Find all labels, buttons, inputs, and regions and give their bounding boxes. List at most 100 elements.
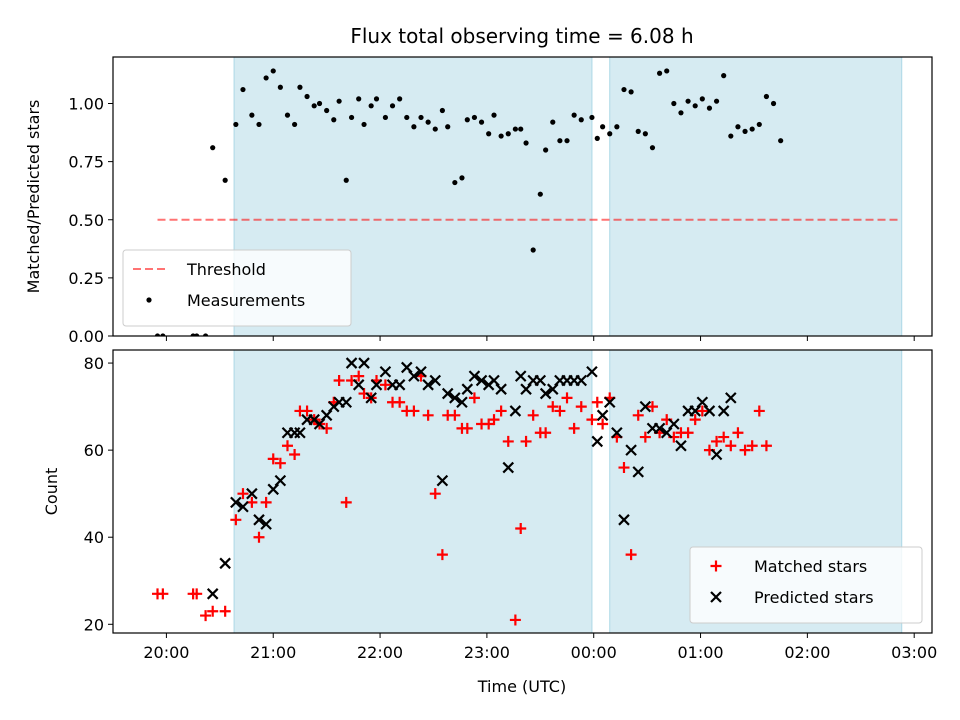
data-point [635, 128, 641, 134]
data-point [721, 73, 727, 79]
data-point [441, 387, 454, 400]
data-point [445, 124, 451, 130]
data-point [502, 435, 514, 447]
y-tick-label: 80 [84, 354, 104, 373]
data-point [523, 140, 529, 146]
data-point [625, 549, 637, 561]
data-point [628, 89, 634, 95]
data-point [603, 396, 616, 409]
data-point [324, 107, 330, 114]
data-point [233, 121, 239, 128]
data-point [461, 422, 473, 434]
data-point [514, 370, 527, 382]
data-point [468, 370, 481, 382]
data-point [263, 75, 269, 81]
data-point [591, 396, 603, 408]
data-point [703, 405, 716, 417]
data-point [157, 588, 169, 600]
data-point [397, 96, 403, 102]
data-point [436, 549, 448, 561]
data-point [297, 84, 303, 90]
data-point [274, 474, 287, 487]
chart-title: Flux total observing time = 6.08 h [350, 24, 693, 48]
data-point [256, 121, 262, 128]
data-point [597, 418, 609, 430]
top-panel: 0.00 0.25 0.50 0.75 1.00 Matched/Predicted st… [24, 56, 933, 346]
data-point [735, 124, 741, 130]
data-point [464, 117, 470, 123]
data-point [370, 379, 383, 391]
data-point [537, 191, 543, 197]
y-tick-label: 0.50 [68, 211, 104, 230]
data-point [270, 68, 276, 74]
data-point [491, 112, 497, 118]
data-point [320, 409, 333, 422]
data-point [509, 405, 522, 417]
legend-box [122, 249, 352, 327]
data-point [439, 107, 445, 114]
data-point [660, 426, 673, 439]
data-point [554, 405, 566, 417]
data-point [425, 119, 431, 125]
data-point [649, 145, 656, 151]
data-point [249, 112, 255, 118]
data-point [682, 427, 694, 439]
data-point [358, 357, 370, 369]
y-axis-label: Count [42, 468, 61, 516]
legend: Threshold Measurements [122, 249, 352, 327]
observing-window [609, 57, 903, 336]
data-point [368, 103, 374, 109]
data-point [632, 409, 644, 421]
data-point [408, 405, 420, 417]
data-point [675, 440, 687, 452]
data-point [160, 333, 166, 336]
data-point [194, 333, 200, 336]
observing-window [233, 350, 593, 633]
data-point [685, 98, 691, 104]
data-point [594, 135, 600, 141]
data-point [575, 401, 587, 413]
data-point [520, 383, 532, 395]
y-tick-label: 0.00 [68, 327, 104, 346]
data-point [222, 177, 228, 183]
data-point [301, 405, 313, 417]
data-point [689, 414, 701, 426]
data-point [728, 133, 734, 139]
data-point [292, 121, 298, 128]
data-point [614, 124, 620, 130]
data-point [191, 588, 203, 600]
data-point [237, 500, 249, 513]
data-point [316, 100, 323, 107]
data-point [379, 365, 392, 378]
data-point [725, 392, 737, 404]
data-point [277, 84, 283, 90]
data-point [246, 487, 258, 500]
data-point [382, 114, 389, 121]
data-point [718, 431, 730, 443]
data-point [404, 114, 410, 121]
y-tick-label: 0.75 [68, 153, 104, 172]
y-tick-label: 0.25 [68, 269, 104, 288]
data-point [732, 427, 744, 439]
data-point [260, 518, 272, 530]
data-point [429, 374, 442, 387]
data-point [488, 374, 500, 387]
data-point [547, 401, 559, 413]
data-point [713, 98, 720, 104]
data-point [642, 131, 648, 137]
data-point [353, 370, 365, 382]
data-point [400, 361, 413, 374]
x-tick-label: 02:00 [784, 643, 830, 662]
data-point [289, 448, 301, 460]
data-point [461, 383, 474, 395]
data-point [486, 131, 492, 137]
data-point [742, 128, 748, 134]
data-point [459, 175, 465, 181]
data-point [571, 112, 577, 118]
data-point [515, 523, 527, 535]
data-point [540, 427, 552, 439]
data-point [561, 392, 573, 404]
data-point [340, 396, 353, 409]
data-point [706, 105, 713, 111]
data-point [284, 112, 291, 118]
